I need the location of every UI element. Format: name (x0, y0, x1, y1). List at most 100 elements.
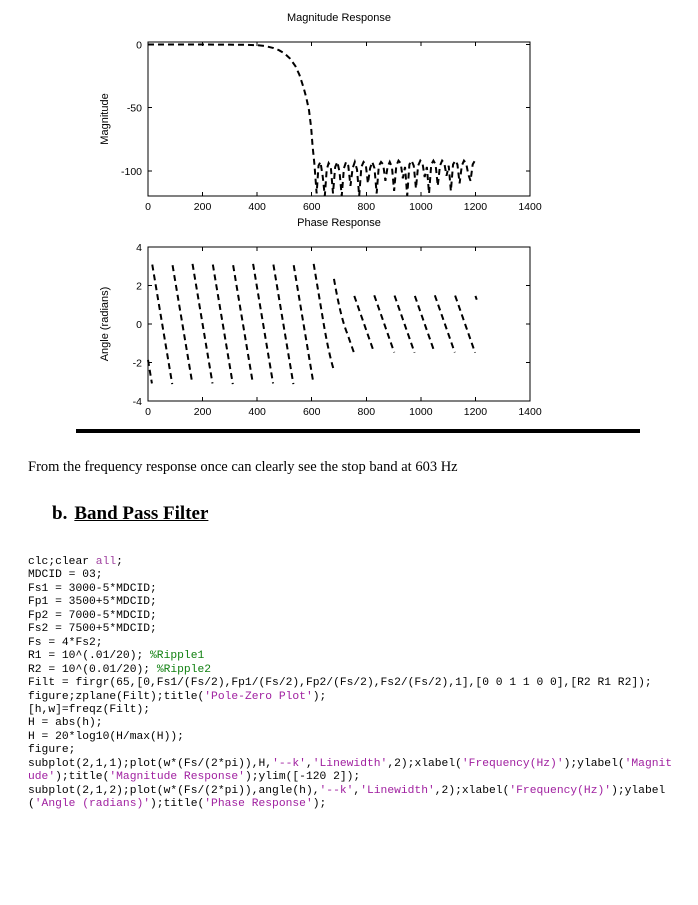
y-axis-label: Magnitude (99, 93, 111, 144)
code-token: Fs2 = 7500+5*MDCID; (28, 623, 157, 636)
x-tick-label: 1200 (464, 406, 488, 418)
code-token: figure;zplane(Filt);title( (28, 690, 205, 703)
code-token: );ylabel( (563, 757, 625, 770)
x-tick-label: 600 (303, 406, 321, 418)
code-token: Filt = firgr(65,[0,Fs1/(Fs/2),Fp1/(Fs/2)… (28, 677, 652, 690)
phase-curve-segment (454, 295, 477, 354)
section-heading-title: Band Pass Filter (74, 503, 209, 524)
code-token: subplot(2,1,2);plot(w*(Fs/(2*pi)),angle(… (28, 784, 320, 797)
caption-text: From the frequency response once can cle… (28, 459, 458, 475)
x-tick-label: 800 (358, 406, 376, 418)
code-line: H = abs(h); (28, 717, 676, 730)
code-token: );ylabel( (28, 784, 666, 811)
code-token: 'Frequency(Hz)' (509, 784, 612, 797)
code-token: subplot(2,1,1);plot(w*(Fs/(2*pi)),H, (28, 757, 273, 770)
x-tick-label: 1000 (409, 406, 433, 418)
code-line: figure; (28, 744, 676, 757)
code-token: figure; (28, 744, 76, 757)
x-tick-label: 1200 (464, 201, 488, 213)
section-heading-marker: b. (52, 503, 68, 524)
code-token: R1 = 10^(.01/20); (28, 650, 151, 663)
code-token: 'Magnitude' (28, 757, 673, 784)
x-tick-label: 400 (248, 201, 266, 213)
code-line: subplot(2,1,1);plot(w*(Fs/(2*pi)),H,'--k… (28, 758, 676, 785)
code-token: );title( (150, 798, 205, 811)
phase-curve-segment (232, 265, 254, 383)
code-token: 'Pole-Zero Plot' (204, 690, 313, 703)
magnitude-response-plot: Magnitude Response 0 200 400 600 800 1000 1200… (0, 8, 698, 213)
code-token: 'Phase Response' (204, 798, 313, 811)
phase-axes: 0200400600800100012001400-4-2024Frequenc… (99, 242, 542, 418)
phase-curve-segment (252, 263, 275, 384)
y-tick-label: -4 (133, 396, 142, 408)
code-line: H = 20*log10(H/max(H)); (28, 731, 676, 744)
magnitude-plot-title: Magnitude Response (287, 12, 391, 24)
phase-curve-segment (191, 263, 214, 384)
figure-frequency-response: Magnitude Response 0 200 400 600 800 1000 1200… (0, 0, 698, 425)
code-token: ; (116, 556, 123, 568)
phase-curve-segment (312, 263, 335, 370)
phase-curve-segment (151, 264, 174, 385)
code-line: Fs = 4*Fs2; (28, 637, 676, 650)
phase-response-plot: Phase Response 0 200 400 600 800 1000 1200 1400… (0, 213, 698, 418)
x-tick-label: 800 (358, 201, 376, 213)
x-tick-label: 1400 (518, 406, 542, 418)
code-token: ); (312, 798, 327, 811)
code-token: H = abs(h); (28, 717, 103, 730)
phase-curve-segment (393, 295, 416, 354)
phase-curve-segment (292, 265, 315, 383)
code-line: clc;clear all; (28, 556, 676, 569)
code-token: %Ripple2 (156, 663, 212, 676)
code-token: , (353, 784, 361, 797)
y-tick-label: 2 (136, 281, 142, 293)
code-token: Fp2 = 7000-5*MDCID; (28, 609, 157, 622)
matlab-code-block: clc;clear all; MDCID = 03; Fs1 = 3000-5*MD… (28, 556, 676, 812)
phase-curve-segment (272, 264, 295, 385)
code-token: clc;clear (28, 556, 96, 568)
code-token: '--k' (272, 757, 306, 770)
phase-curve-segment (433, 294, 456, 353)
y-tick-label: 4 (136, 242, 142, 254)
code-token: );title( (55, 771, 110, 784)
code-token: all (95, 556, 117, 568)
y-tick-label: -50 (127, 103, 142, 115)
code-token: H = 20*log10(H/max(H)); (28, 730, 184, 743)
code-line: R2 = 10^(0.01/20); %Ripple2 (28, 664, 676, 677)
code-line: Fs2 = 7500+5*MDCID; (28, 623, 676, 636)
code-token: 'Frequency(Hz)' (461, 757, 564, 770)
code-token: ,2);xlabel( (434, 784, 510, 797)
code-line: figure;zplane(Filt);title('Pole-Zero Plo… (28, 691, 676, 704)
code-line: Fp1 = 3500+5*MDCID; (28, 596, 676, 609)
phase-curve-segment (211, 264, 234, 385)
code-token: %Ripple1 (150, 650, 205, 663)
phase-curve-segment (373, 294, 396, 353)
code-line: subplot(2,1,2);plot(w*(Fs/(2*pi)),angle(… (28, 785, 676, 812)
magnitude-curve (148, 43, 478, 197)
code-line: Fs1 = 3000-5*MDCID; (28, 583, 676, 596)
code-token: , (305, 757, 313, 770)
phase-curve-segment (147, 359, 153, 384)
code-token: R2 = 10^(0.01/20); (28, 663, 157, 676)
phase-curve-segment (332, 278, 355, 354)
code-token: ,2);xlabel( (387, 757, 462, 770)
code-token: 'Linewidth' (312, 757, 388, 770)
code-line: [h,w]=freqz(Filt); (28, 704, 676, 717)
section-heading: b. Band Pass Filter (52, 503, 208, 525)
code-token: Fs = 4*Fs2; (28, 636, 103, 649)
x-tick-label: 600 (303, 201, 321, 213)
code-token: Fs1 = 3000-5*MDCID; (28, 582, 157, 595)
y-tick-label: -100 (121, 166, 142, 178)
code-token: Fp1 = 3500+5*MDCID; (28, 596, 157, 609)
code-token: MDCID = 03; (28, 569, 103, 582)
y-tick-label: -2 (133, 358, 142, 370)
code-line: MDCID = 03; (28, 569, 676, 582)
phase-curve-segment (413, 295, 436, 353)
x-tick-label: 0 (145, 406, 151, 418)
phase-curve-segment (474, 295, 478, 300)
code-token: 'Magnitude Response' (109, 771, 245, 784)
phase-curve-segment (353, 295, 375, 353)
code-token: '--k' (319, 784, 354, 797)
code-token: 'Angle (radians)' (34, 798, 151, 811)
magnitude-axes: 02004006008001000120014000-50-100Frequen… (99, 40, 542, 213)
phase-curve-segment (171, 265, 194, 383)
